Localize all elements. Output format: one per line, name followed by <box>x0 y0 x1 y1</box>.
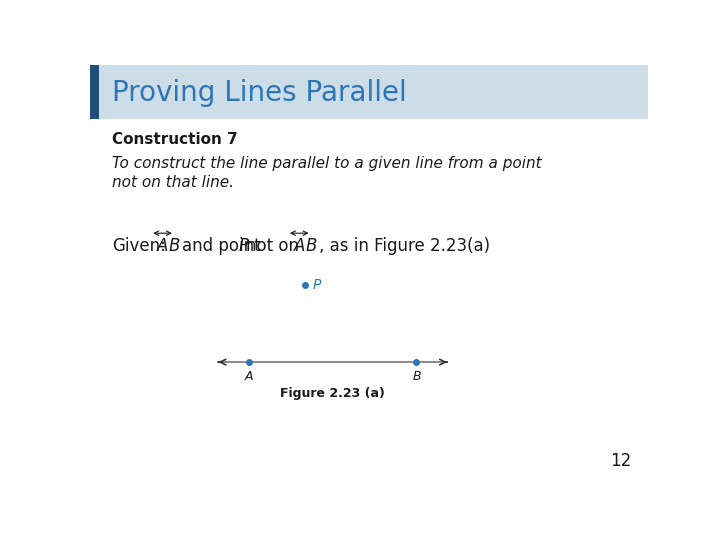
Text: To construct the line parallel to a given line from a point: To construct the line parallel to a give… <box>112 156 542 171</box>
Text: $\mathit{AB}$: $\mathit{AB}$ <box>292 237 318 255</box>
Text: Figure 2.23 (a): Figure 2.23 (a) <box>280 387 385 400</box>
Text: , as in Figure 2.23(a): , as in Figure 2.23(a) <box>319 237 490 255</box>
Text: 12: 12 <box>610 452 631 470</box>
Text: not on that line.: not on that line. <box>112 174 234 190</box>
Text: Proving Lines Parallel: Proving Lines Parallel <box>112 79 407 107</box>
Text: and point: and point <box>182 237 261 255</box>
Text: Given:: Given: <box>112 237 166 255</box>
Bar <box>90 65 99 119</box>
Text: $\mathit{A}$: $\mathit{A}$ <box>244 370 254 383</box>
Text: $\mathit{P}$: $\mathit{P}$ <box>238 237 250 255</box>
Text: $\mathit{B}$: $\mathit{B}$ <box>412 370 421 383</box>
Text: $\mathit{AB}$: $\mathit{AB}$ <box>156 237 181 255</box>
Bar <box>90 65 648 119</box>
Text: $\mathit{P}$: $\mathit{P}$ <box>312 278 322 292</box>
Text: not on: not on <box>246 237 300 255</box>
Text: Construction 7: Construction 7 <box>112 132 238 147</box>
